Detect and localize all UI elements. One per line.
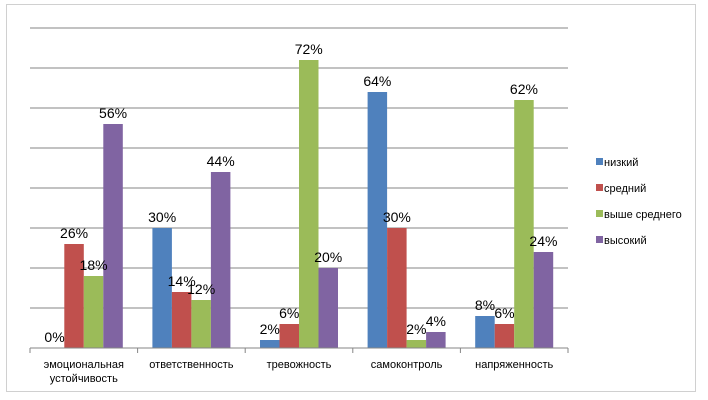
data-label: 18% bbox=[80, 257, 108, 273]
bar bbox=[64, 244, 84, 348]
data-label: 72% bbox=[295, 41, 323, 57]
x-tick-label: самоконтроль bbox=[371, 359, 443, 371]
legend-swatch bbox=[596, 184, 603, 191]
x-tick-labels: эмоциональная устойчивость ответственность… bbox=[44, 359, 554, 385]
data-label: 26% bbox=[60, 225, 88, 241]
x-axis bbox=[29, 347, 569, 353]
legend: низкий средний выше среднего высокий bbox=[596, 157, 682, 247]
data-label: 62% bbox=[510, 81, 538, 97]
data-label: 12% bbox=[187, 281, 215, 297]
bar bbox=[152, 228, 172, 348]
bar bbox=[494, 324, 515, 348]
data-label: 44% bbox=[207, 153, 235, 169]
data-label: 0% bbox=[44, 329, 64, 345]
legend-swatch bbox=[596, 236, 603, 243]
bar bbox=[533, 252, 554, 348]
data-label: 56% bbox=[99, 105, 127, 121]
bar bbox=[279, 324, 299, 348]
bar bbox=[260, 340, 280, 348]
legend-swatch bbox=[596, 210, 603, 217]
bar bbox=[171, 292, 192, 348]
legend-label: выше среднего bbox=[604, 209, 682, 221]
legend-swatch bbox=[596, 158, 603, 165]
bar bbox=[367, 92, 388, 348]
legend-label: низкий bbox=[604, 157, 638, 169]
data-label: 2% bbox=[406, 321, 426, 337]
data-label: 6% bbox=[494, 305, 514, 321]
data-label: 14% bbox=[168, 273, 196, 289]
bars bbox=[64, 60, 554, 348]
bar bbox=[191, 300, 211, 348]
data-label: 2% bbox=[260, 321, 280, 337]
bar bbox=[387, 228, 407, 348]
data-label: 30% bbox=[148, 209, 176, 225]
bar bbox=[406, 340, 427, 348]
bar bbox=[83, 276, 104, 348]
bar bbox=[475, 316, 495, 348]
data-label: 8% bbox=[475, 297, 495, 313]
data-label: 64% bbox=[363, 73, 391, 89]
bar bbox=[426, 332, 446, 348]
data-label: 4% bbox=[426, 313, 446, 329]
legend-label: средний bbox=[604, 183, 646, 195]
bar bbox=[318, 268, 338, 348]
bar bbox=[514, 100, 534, 348]
data-labels: 0%26%18%56%30%14%12%44%2%6%72%20%64%30%2… bbox=[44, 41, 557, 345]
bar bbox=[210, 172, 231, 348]
data-label: 20% bbox=[314, 249, 342, 265]
bar bbox=[299, 60, 319, 348]
data-label: 30% bbox=[383, 209, 411, 225]
x-tick-label: ответственность bbox=[149, 359, 233, 371]
bar bbox=[103, 124, 123, 348]
data-label: 24% bbox=[529, 233, 557, 249]
x-tick-label: эмоциональная устойчивость bbox=[44, 359, 124, 385]
legend-label: высокий bbox=[604, 235, 647, 247]
x-tick-label: напряженность bbox=[475, 359, 553, 371]
data-label: 6% bbox=[279, 305, 299, 321]
x-tick-label: тревожность bbox=[267, 359, 332, 371]
